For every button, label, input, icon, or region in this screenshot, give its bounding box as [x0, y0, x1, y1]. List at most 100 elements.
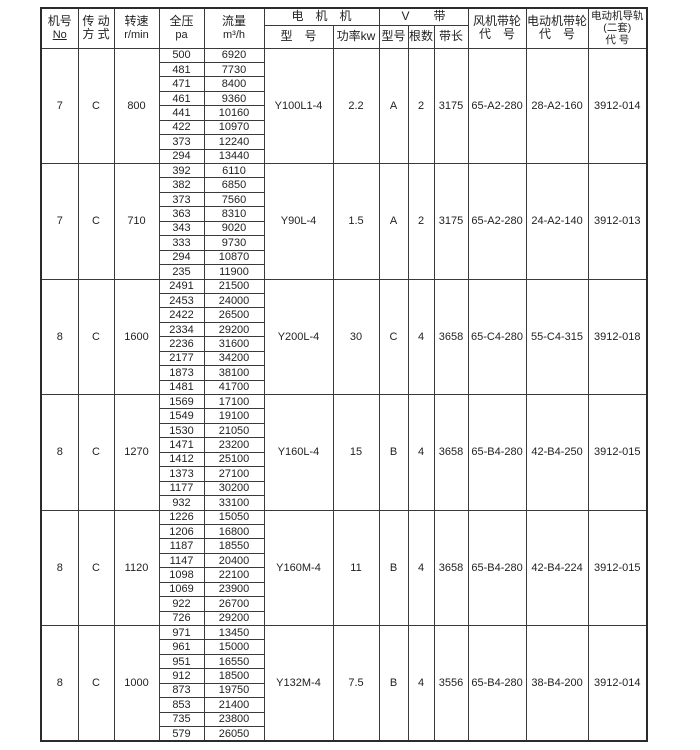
machine-no-cell: 8	[40, 394, 79, 511]
col-header-fan-pulley: 风机带轮 代 号	[467, 7, 527, 49]
belt-count-cell: 4	[407, 394, 435, 511]
fan-pulley-cell: 65-B4-280	[467, 625, 527, 742]
belt-count-cell: 2	[407, 163, 435, 280]
pressure-cell: 382	[158, 177, 205, 193]
pressure-cell: 1226	[158, 509, 205, 525]
pressure-cell: 343	[158, 220, 205, 237]
flow-cell: 24000	[203, 292, 265, 309]
pressure-cell: 971	[158, 624, 205, 641]
pressure-cell: 461	[158, 90, 205, 107]
motor-rail-label-3: 代 号	[605, 34, 630, 47]
col-header-drive-mode: 传 动 方 式	[77, 7, 115, 49]
motor-model-cell: Y160M-4	[263, 509, 334, 626]
machine-no-cell: 7	[40, 47, 79, 164]
data-row: 2422 26500	[41, 307, 647, 323]
pressure-unit: pa	[175, 28, 188, 41]
motor-rail-label-1: 电动机导轨	[591, 10, 644, 23]
flow-cell: 21050	[203, 422, 265, 439]
flow-cell: 21500	[203, 278, 265, 294]
table-body: 7 C 800 500 6920 Y100L1-4 2.2 A 2 3175 65-A2-280 28…	[40, 47, 648, 742]
pressure-cell: 932	[158, 495, 205, 511]
flow-cell: 26700	[203, 596, 265, 612]
belt-type-cell: B	[378, 509, 409, 626]
pressure-cell: 1873	[158, 365, 205, 381]
pressure-cell: 912	[158, 668, 205, 684]
belt-type-cell: B	[378, 625, 409, 742]
col-header-speed: 转速 r/min	[113, 7, 160, 49]
data-row: 579 26050	[41, 726, 647, 742]
pressure-cell: 961	[158, 639, 205, 655]
machine-no-cell: 8	[40, 278, 79, 395]
col-header-belt-count: 根数	[407, 24, 435, 49]
data-row: 8 C 1120 1226 15050 Y160M-4 11 B 4 3658 65-B4-280 4…	[40, 509, 648, 626]
flow-cell: 31600	[203, 336, 265, 352]
col-header-motor-model: 型 号	[263, 24, 334, 49]
motor-rail-cell: 3912-014	[587, 47, 648, 164]
pressure-cell: 726	[158, 610, 205, 627]
fan-pulley-cell: 65-C4-280	[467, 278, 527, 395]
flow-cell: 30200	[203, 480, 265, 497]
pressure-cell: 2334	[158, 321, 205, 338]
data-row: 1412 25100	[41, 451, 647, 468]
flow-cell: 6110	[203, 162, 265, 179]
pressure-cell: 1412	[158, 451, 205, 468]
flow-cell: 26050	[203, 726, 265, 742]
data-row: 932 33100	[41, 495, 647, 511]
motor-power-cell: 2.2	[332, 47, 380, 164]
data-row: 1187 18550	[41, 538, 647, 554]
motor-model-cell: Y200L-4	[263, 278, 334, 395]
pressure-cell: 1177	[158, 480, 205, 497]
machine-no-label: 机号	[47, 14, 72, 29]
motor-rail-cell: 3912-015	[587, 394, 648, 511]
flow-cell: 21400	[203, 697, 265, 713]
motor-power-cell: 7.5	[332, 625, 380, 742]
motor-pulley-cell: 42-B4-224	[525, 509, 589, 626]
col-header-motor-pulley: 电动机带轮 代 号	[525, 7, 589, 49]
machine-no-cell: 7	[40, 163, 79, 280]
flow-cell: 25100	[203, 451, 265, 468]
speed-cell: 800	[113, 47, 160, 164]
belt-length-cell: 3658	[433, 394, 469, 511]
pressure-cell: 1187	[158, 538, 205, 554]
flow-cell: 19750	[203, 682, 265, 699]
belt-length-cell: 3556	[433, 625, 469, 742]
motor-rail-label-2: (二套)	[603, 22, 632, 35]
pressure-label: 全压	[169, 14, 194, 29]
speed-cell: 710	[113, 163, 160, 280]
motor-power-cell: 30	[332, 278, 380, 395]
flow-cell: 15000	[203, 639, 265, 655]
motor-model-cell: Y160L-4	[263, 394, 334, 511]
flow-cell: 38100	[203, 365, 265, 381]
flow-cell: 23900	[203, 581, 265, 598]
data-row: 333 9730	[41, 235, 647, 251]
flow-cell: 19100	[203, 408, 265, 424]
flow-cell: 27100	[203, 466, 265, 482]
flow-cell: 16800	[203, 523, 265, 540]
pressure-cell: 392	[158, 162, 205, 179]
data-row: 363 8310	[41, 206, 647, 222]
pressure-cell: 853	[158, 697, 205, 713]
belt-count-cell: 4	[407, 278, 435, 395]
flow-label: 流量	[221, 14, 246, 29]
fan-pulley-label-1: 风机带轮	[473, 13, 522, 28]
col-header-belt-type: 型号	[378, 24, 409, 49]
motor-model-cell: Y100L1-4	[263, 47, 334, 164]
flow-cell: 23200	[203, 437, 265, 453]
pressure-cell: 373	[158, 134, 205, 150]
belt-length-cell: 3658	[433, 278, 469, 395]
pressure-cell: 2491	[158, 278, 205, 294]
flow-cell: 9020	[203, 220, 265, 237]
drive-mode-label-1: 传 动	[82, 13, 110, 28]
flow-unit: m³/h	[223, 28, 245, 41]
flow-cell: 18500	[203, 668, 265, 684]
flow-cell: 9730	[203, 235, 265, 251]
belt-length-cell: 3175	[433, 47, 469, 164]
motor-rail-cell: 3912-015	[587, 509, 648, 626]
data-row: 8 C 1000 971 13450 Y132M-4 7.5 B 4 3556 65-B4-280 3…	[40, 624, 648, 742]
pressure-cell: 481	[158, 61, 205, 78]
fan-pulley-cell: 65-A2-280	[467, 163, 527, 280]
pressure-cell: 1373	[158, 466, 205, 482]
data-row: 1530 21050	[41, 422, 647, 439]
pressure-cell: 735	[158, 711, 205, 728]
speed-cell: 1600	[113, 278, 160, 395]
